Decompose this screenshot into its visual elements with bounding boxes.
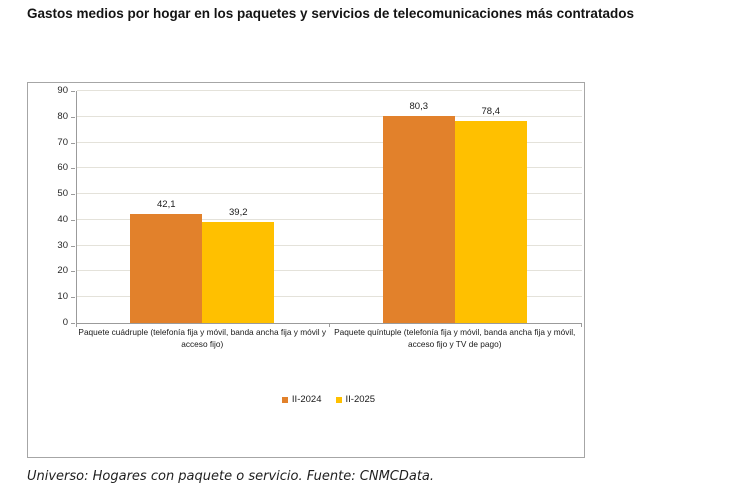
y-axis-tick [71, 219, 75, 221]
y-tick-label: 40 [57, 213, 68, 225]
bar-value-label: 39,2 [229, 206, 248, 218]
y-tick-label: 30 [57, 239, 68, 251]
y-axis-tick [71, 116, 75, 118]
legend-swatch [281, 396, 288, 403]
gridline [77, 141, 582, 143]
y-axis-tick [71, 142, 75, 144]
bar-value-label: 78,4 [481, 105, 501, 117]
x-category-label: Paquete cuádruple (telefonía fija y móvi… [78, 327, 327, 349]
y-axis-tick [71, 297, 75, 299]
legend-item: II-2024 [281, 394, 322, 405]
x-axis-tick [581, 323, 582, 327]
y-tick-label: 70 [57, 136, 68, 148]
gridline [77, 218, 582, 220]
legend-item: II-2025 [335, 394, 376, 405]
x-axis-tick [328, 323, 330, 327]
bar [130, 214, 203, 323]
y-tick-label: 90 [57, 85, 68, 96]
gridline [77, 296, 582, 298]
y-axis-tick [71, 271, 75, 273]
legend-label: II-2025 [345, 394, 376, 405]
legend-swatch [335, 396, 342, 403]
y-axis-tick [71, 323, 75, 324]
y-tick-label: 0 [62, 317, 68, 328]
x-category-label: Paquete quíntuple (telefonía fija y móvi… [334, 327, 576, 349]
x-axis-tick [76, 323, 77, 327]
legend: II-2024 II-2025 [76, 394, 581, 405]
gridline [77, 90, 582, 91]
y-tick-label: 10 [57, 291, 68, 303]
gridline [77, 270, 582, 272]
footnote: Universo: Hogares con paquete o servicio… [27, 469, 435, 484]
y-axis-tick [71, 245, 75, 247]
y-tick-label: 50 [57, 188, 68, 200]
bar [202, 221, 275, 323]
bar [454, 120, 527, 323]
chart-frame: 0 10 20 30 40 50 60 70 80 90 42,1 39,2 Paquete cuádr… [27, 82, 585, 458]
gridline [77, 244, 582, 246]
y-axis-tick [71, 168, 75, 170]
y-axis-tick [71, 194, 75, 196]
gridline [77, 193, 582, 195]
legend-label: II-2024 [291, 394, 322, 405]
y-tick-label: 60 [57, 162, 68, 174]
chart-title: Gastos medios por hogar en los paquetes … [27, 6, 634, 21]
gridline [77, 115, 582, 117]
y-tick-label: 80 [57, 110, 68, 122]
gridline [77, 167, 582, 169]
bar [382, 116, 455, 323]
y-axis-tick [71, 91, 75, 92]
y-tick-label: 20 [57, 265, 68, 277]
bar-value-label: 80,3 [409, 101, 429, 112]
bar-value-label: 42,1 [157, 199, 176, 211]
